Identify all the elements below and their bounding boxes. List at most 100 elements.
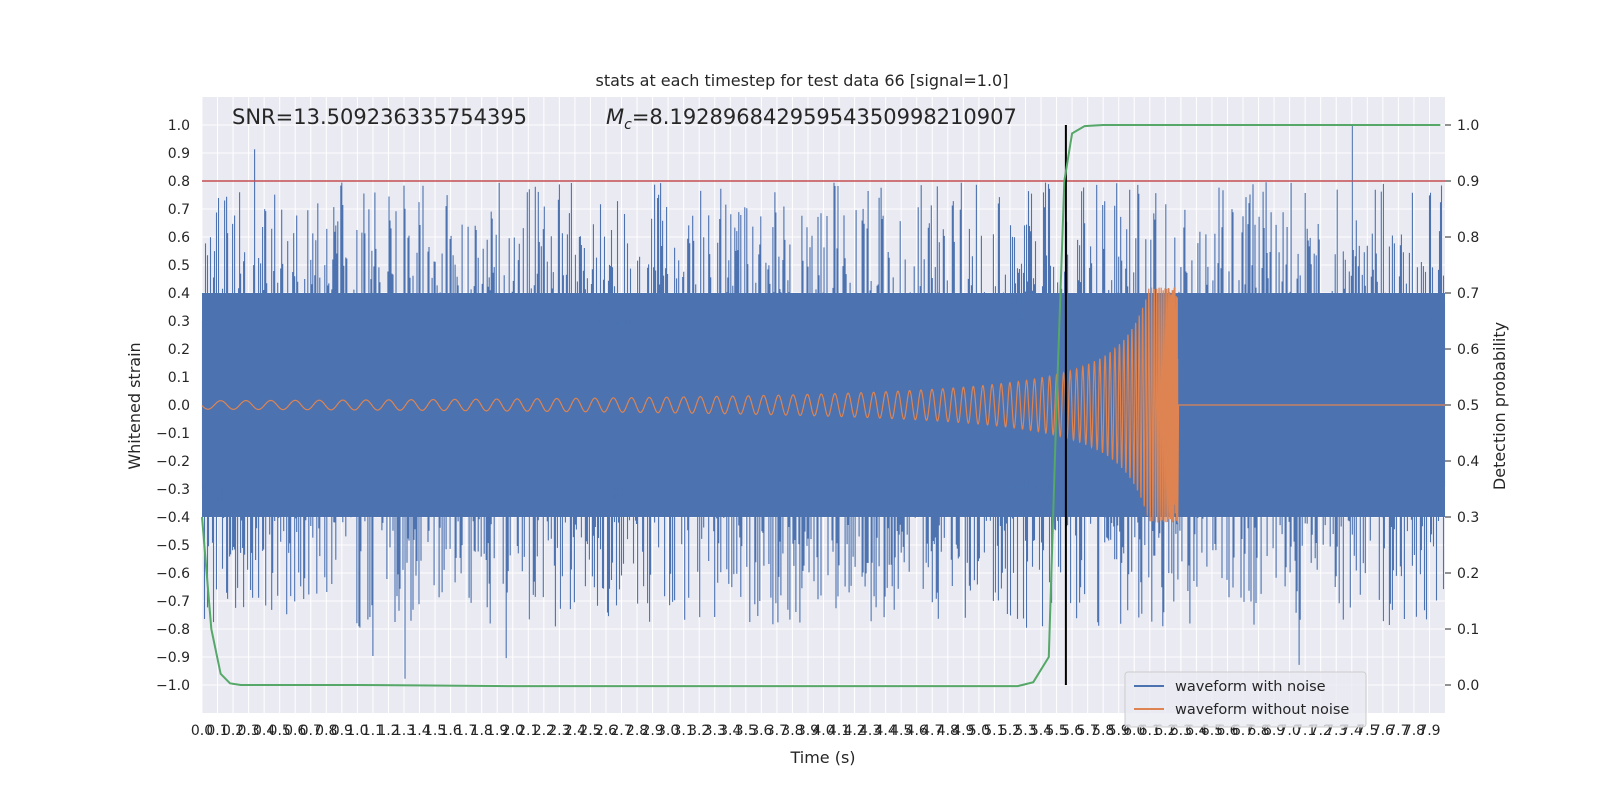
x-tick-label-48: 4.8 [937,723,959,739]
y2-tick-label-8: 0.2 [1457,566,1479,582]
chart-title: stats at each timestep for test data 66 … [596,71,1009,90]
x-axis-label: Time (s) [789,748,855,767]
y2-axis-label: Detection probability [1490,322,1509,490]
x-tick-label-53: 5.3 [1014,723,1036,739]
y2-tick-label-1: 0.9 [1457,174,1479,190]
clean-waveform-line [201,287,1445,523]
y-tick-label-20: −1.0 [156,678,190,694]
y-tick-label-18: −0.8 [156,622,190,638]
x-tick-label-54: 5.4 [1030,723,1052,739]
x-tick-label-45: 4.5 [890,723,912,739]
x-tick-label-11: 1.1 [362,723,384,739]
x-tick-label-25: 2.5 [579,723,601,739]
x-tick-label-1: 0.1 [206,723,228,739]
y-tick-label-12: −0.2 [156,454,190,470]
x-tick-label-78: 7.8 [1403,723,1425,739]
y-tick-label-14: −0.4 [156,510,190,526]
x-tick-label-34: 3.4 [719,723,741,739]
x-tick-label-32: 3.2 [688,723,710,739]
x-tick-label-2: 0.2 [222,723,244,739]
x-tick-label-0: 0.0 [191,723,213,739]
x-tick-label-4: 0.4 [253,723,275,739]
x-tick-label-77: 7.7 [1387,723,1409,739]
x-tick-label-57: 5.7 [1077,723,1099,739]
y2-tick-label-6: 0.4 [1457,454,1479,470]
y2-tick-label-3: 0.7 [1457,286,1479,302]
y2-tick-label-9: 0.1 [1457,622,1479,638]
x-tick-label-24: 2.4 [564,723,586,739]
x-tick-label-15: 1.5 [424,723,446,739]
x-tick-label-38: 3.8 [781,723,803,739]
x-tick-label-7: 0.7 [300,723,322,739]
x-tick-label-36: 3.6 [750,723,772,739]
y2-tick-label-0: 1.0 [1457,118,1479,134]
x-tick-label-51: 5.1 [983,723,1005,739]
chirp-mass-value: =8.19289684295954350998210907 [632,105,1017,129]
y-tick-label-13: −0.3 [156,482,190,498]
legend-label-clean: waveform without noise [1175,702,1349,718]
y-tick-label-11: −0.1 [156,426,190,442]
x-tick-label-41: 4.1 [828,723,850,739]
x-tick-label-52: 5.2 [999,723,1021,739]
x-tick-label-12: 1.2 [377,723,399,739]
x-tick-label-21: 2.1 [517,723,539,739]
y-tick-label-1: 0.9 [168,146,190,162]
y-tick-label-6: 0.4 [168,286,190,302]
x-tick-label-16: 1.6 [439,723,461,739]
y-tick-label-10: 0.0 [168,398,190,414]
x-tick-label-43: 4.3 [859,723,881,739]
y-tick-label-16: −0.6 [156,566,190,582]
x-tick-label-30: 3.0 [657,723,679,739]
y2-tick-label-4: 0.6 [1457,342,1479,358]
x-tick-label-19: 1.9 [486,723,508,739]
x-tick-label-76: 7.6 [1372,723,1394,739]
detection-probability-line [201,124,1441,688]
x-tick-label-37: 3.7 [766,723,788,739]
x-tick-label-56: 5.6 [1061,723,1083,739]
x-tick-label-23: 2.3 [548,723,570,739]
y-tick-label-7: 0.3 [168,314,190,330]
y-axis-label: Whitened strain [125,342,144,469]
x-tick-label-59: 5.9 [1108,723,1130,739]
x-tick-label-10: 1.0 [346,723,368,739]
chirp-mass-annotation: Mc=8.19289684295954350998210907 [606,105,1017,133]
x-tick-label-13: 1.3 [393,723,415,739]
y2-tick-label-10: 0.0 [1457,678,1479,694]
y-tick-label-19: −0.9 [156,650,190,666]
x-tick-label-50: 5.0 [968,723,990,739]
y-tick-label-2: 0.8 [168,174,190,190]
x-tick-label-27: 2.7 [610,723,632,739]
x-tick-label-58: 5.8 [1092,723,1114,739]
x-tick-label-26: 2.6 [595,723,617,739]
x-tick-label-14: 1.4 [408,723,430,739]
chirp-mass-subscript: c [624,117,632,133]
y-tick-label-15: −0.5 [156,538,190,554]
x-tick-label-35: 3.5 [735,723,757,739]
legend: waveform with noise waveform without noi… [1124,671,1367,728]
y-tick-label-0: 1.0 [168,118,190,134]
x-tick-label-3: 0.3 [237,723,259,739]
x-tick-label-8: 0.8 [315,723,337,739]
legend-box [1124,671,1367,728]
x-tick-label-5: 0.5 [269,723,291,739]
x-tick-label-18: 1.8 [471,723,493,739]
x-tick-label-49: 4.9 [952,723,974,739]
y-tick-label-5: 0.5 [168,258,190,274]
chirp-mass-symbol: M [606,105,624,129]
y-tick-label-4: 0.6 [168,230,190,246]
y-tick-label-9: 0.1 [168,370,190,386]
x-tick-label-46: 4.6 [906,723,928,739]
legend-label-noise: waveform with noise [1175,679,1326,695]
x-tick-label-39: 3.9 [797,723,819,739]
x-tick-label-31: 3.1 [673,723,695,739]
y-tick-label-8: 0.2 [168,342,190,358]
x-tick-label-29: 2.9 [641,723,663,739]
y2-tick-label-2: 0.8 [1457,230,1479,246]
y-tick-label-3: 0.7 [168,202,190,218]
x-tick-label-33: 3.3 [704,723,726,739]
x-tick-label-42: 4.2 [843,723,865,739]
x-tick-label-79: 7.9 [1418,723,1440,739]
x-tick-label-17: 1.7 [455,723,477,739]
x-tick-label-47: 4.7 [921,723,943,739]
